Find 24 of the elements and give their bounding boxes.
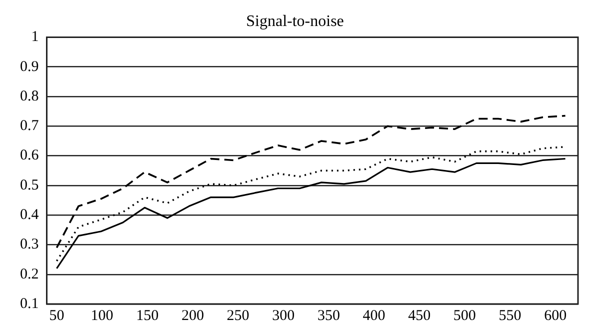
y-tick-label: 0.3 [20,236,39,253]
y-tick-label: 0.2 [20,266,39,282]
x-tick-label: 400 [362,308,386,324]
y-tick-label: 0.7 [20,118,40,134]
line-series [56,114,566,249]
x-tick-label: 350 [317,308,340,324]
y-tick-label: 0.6 [20,148,40,164]
y-tick-label: 0.1 [20,296,39,312]
x-tick-label: 50 [49,308,64,324]
x-tick-label: 600 [544,308,567,324]
x-tick-label: 100 [90,308,114,324]
x-tick-label: 300 [272,308,295,324]
y-tick-label: 0.5 [20,177,39,194]
x-tick-label: 150 [136,308,159,324]
x-tick-label: 200 [181,308,204,324]
x-tick-label: 450 [408,308,431,324]
y-tick-label: 1 [31,29,39,46]
x-tick-label: 550 [498,308,522,324]
chart-title: Signal-to-noise [246,12,344,30]
x-tick-label: 500 [453,308,476,324]
y-tick-label: 0.4 [20,207,40,224]
x-tick-label: 250 [226,308,250,324]
y-tick-label: 0.9 [20,58,39,75]
y-tick-label: 0.8 [20,88,39,104]
